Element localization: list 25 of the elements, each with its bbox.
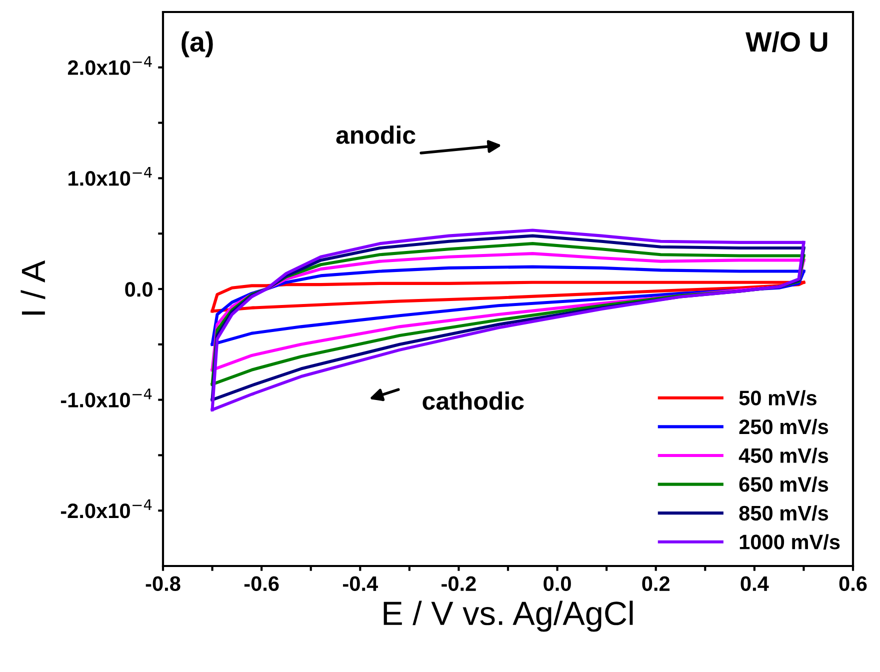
- annotation: (a): [182, 31, 213, 58]
- x-tick-label: 0.0: [544, 576, 571, 592]
- legend-label: 850 mV/s: [739, 505, 828, 521]
- legend-label: 1000 mV/s: [740, 534, 840, 550]
- x-tick-label: -0.2: [442, 576, 476, 592]
- legend-label: 650 mV/s: [739, 476, 828, 492]
- x-tick-label: -0.6: [244, 576, 279, 592]
- legend-label: 450 mV/s: [738, 448, 828, 464]
- x-axis-title: E / V vs. Ag/AgCl: [384, 600, 633, 632]
- x-tick-label: 0.2: [642, 576, 670, 592]
- y-tick-label: 0.0: [125, 282, 152, 297]
- legend-label: 250 mV/s: [739, 418, 828, 434]
- annotation: anodic: [336, 126, 416, 144]
- x-tick-label: 0.6: [839, 576, 867, 592]
- y-tick-label: 1.0x10$^{−4}$: [68, 167, 152, 186]
- x-tick-label: -0.8: [146, 576, 180, 592]
- x-tick-label: -0.4: [343, 576, 378, 592]
- annotation: cathodic: [422, 391, 524, 410]
- legend-label: 50 mV/s: [739, 390, 816, 406]
- y-axis-title: I / A: [20, 260, 46, 315]
- y-tick-label: 2.0x10$^{−4}$: [68, 56, 152, 76]
- annotation: W/O U: [746, 31, 828, 52]
- x-tick-label: 0.4: [740, 576, 769, 592]
- y-tick-label: -2.0x10$^{−4}$: [60, 499, 152, 518]
- y-tick-label: -1.0x10$^{−4}$: [60, 388, 152, 408]
